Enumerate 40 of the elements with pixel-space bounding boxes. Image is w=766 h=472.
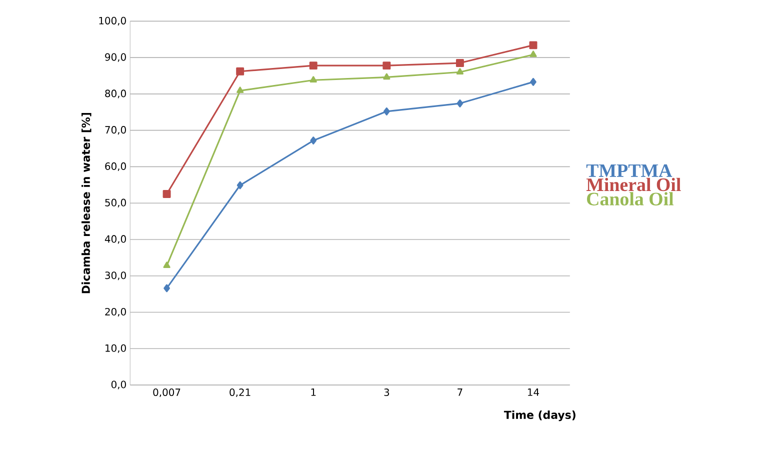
point — [456, 68, 464, 74]
y-tick-label: 100,0 — [99, 16, 126, 26]
y-tick-label: 20,0 — [105, 308, 126, 316]
y-tick-label: 30,0 — [105, 272, 126, 280]
point — [529, 41, 538, 50]
y-tick-label: 40,0 — [104, 235, 126, 244]
point — [162, 190, 171, 198]
text: Canola Oil — [587, 192, 674, 206]
y-tick-label: 80,0 — [105, 90, 126, 98]
y-tick-label: 70,0 — [105, 126, 126, 135]
x-tick-label: 1 — [311, 388, 316, 396]
point — [164, 284, 170, 292]
text: TMPTMA — [586, 164, 672, 177]
point — [530, 50, 537, 57]
text: Mineral Oil — [586, 178, 681, 192]
point — [309, 62, 318, 70]
point — [530, 78, 536, 86]
y-tick-label: 0,0 — [111, 380, 126, 390]
point — [382, 62, 391, 70]
point — [236, 86, 244, 94]
point — [456, 99, 464, 108]
point — [310, 136, 317, 144]
y-tick-label: 90,0 — [105, 53, 126, 62]
x-tick-label: 0,21 — [230, 388, 250, 397]
point — [163, 262, 170, 268]
point — [383, 107, 390, 116]
y-tick-label: 10,0 — [106, 344, 126, 353]
point — [456, 58, 464, 67]
y-tick-label: 60,0 — [105, 162, 126, 171]
y-tick-label: 50,0 — [105, 198, 126, 208]
y-axis-title: Dicamba release in water [%] — [82, 112, 92, 294]
point — [383, 73, 390, 80]
point — [310, 76, 317, 82]
point — [236, 67, 244, 76]
x-tick-label: 14 — [528, 388, 540, 396]
x-tick-label: 7 — [458, 388, 462, 396]
point — [236, 181, 244, 190]
x-tick-label: 0,007 — [153, 388, 180, 397]
x-axis-title: Time (days) — [504, 410, 576, 422]
x-tick-label: 3 — [384, 388, 390, 396]
